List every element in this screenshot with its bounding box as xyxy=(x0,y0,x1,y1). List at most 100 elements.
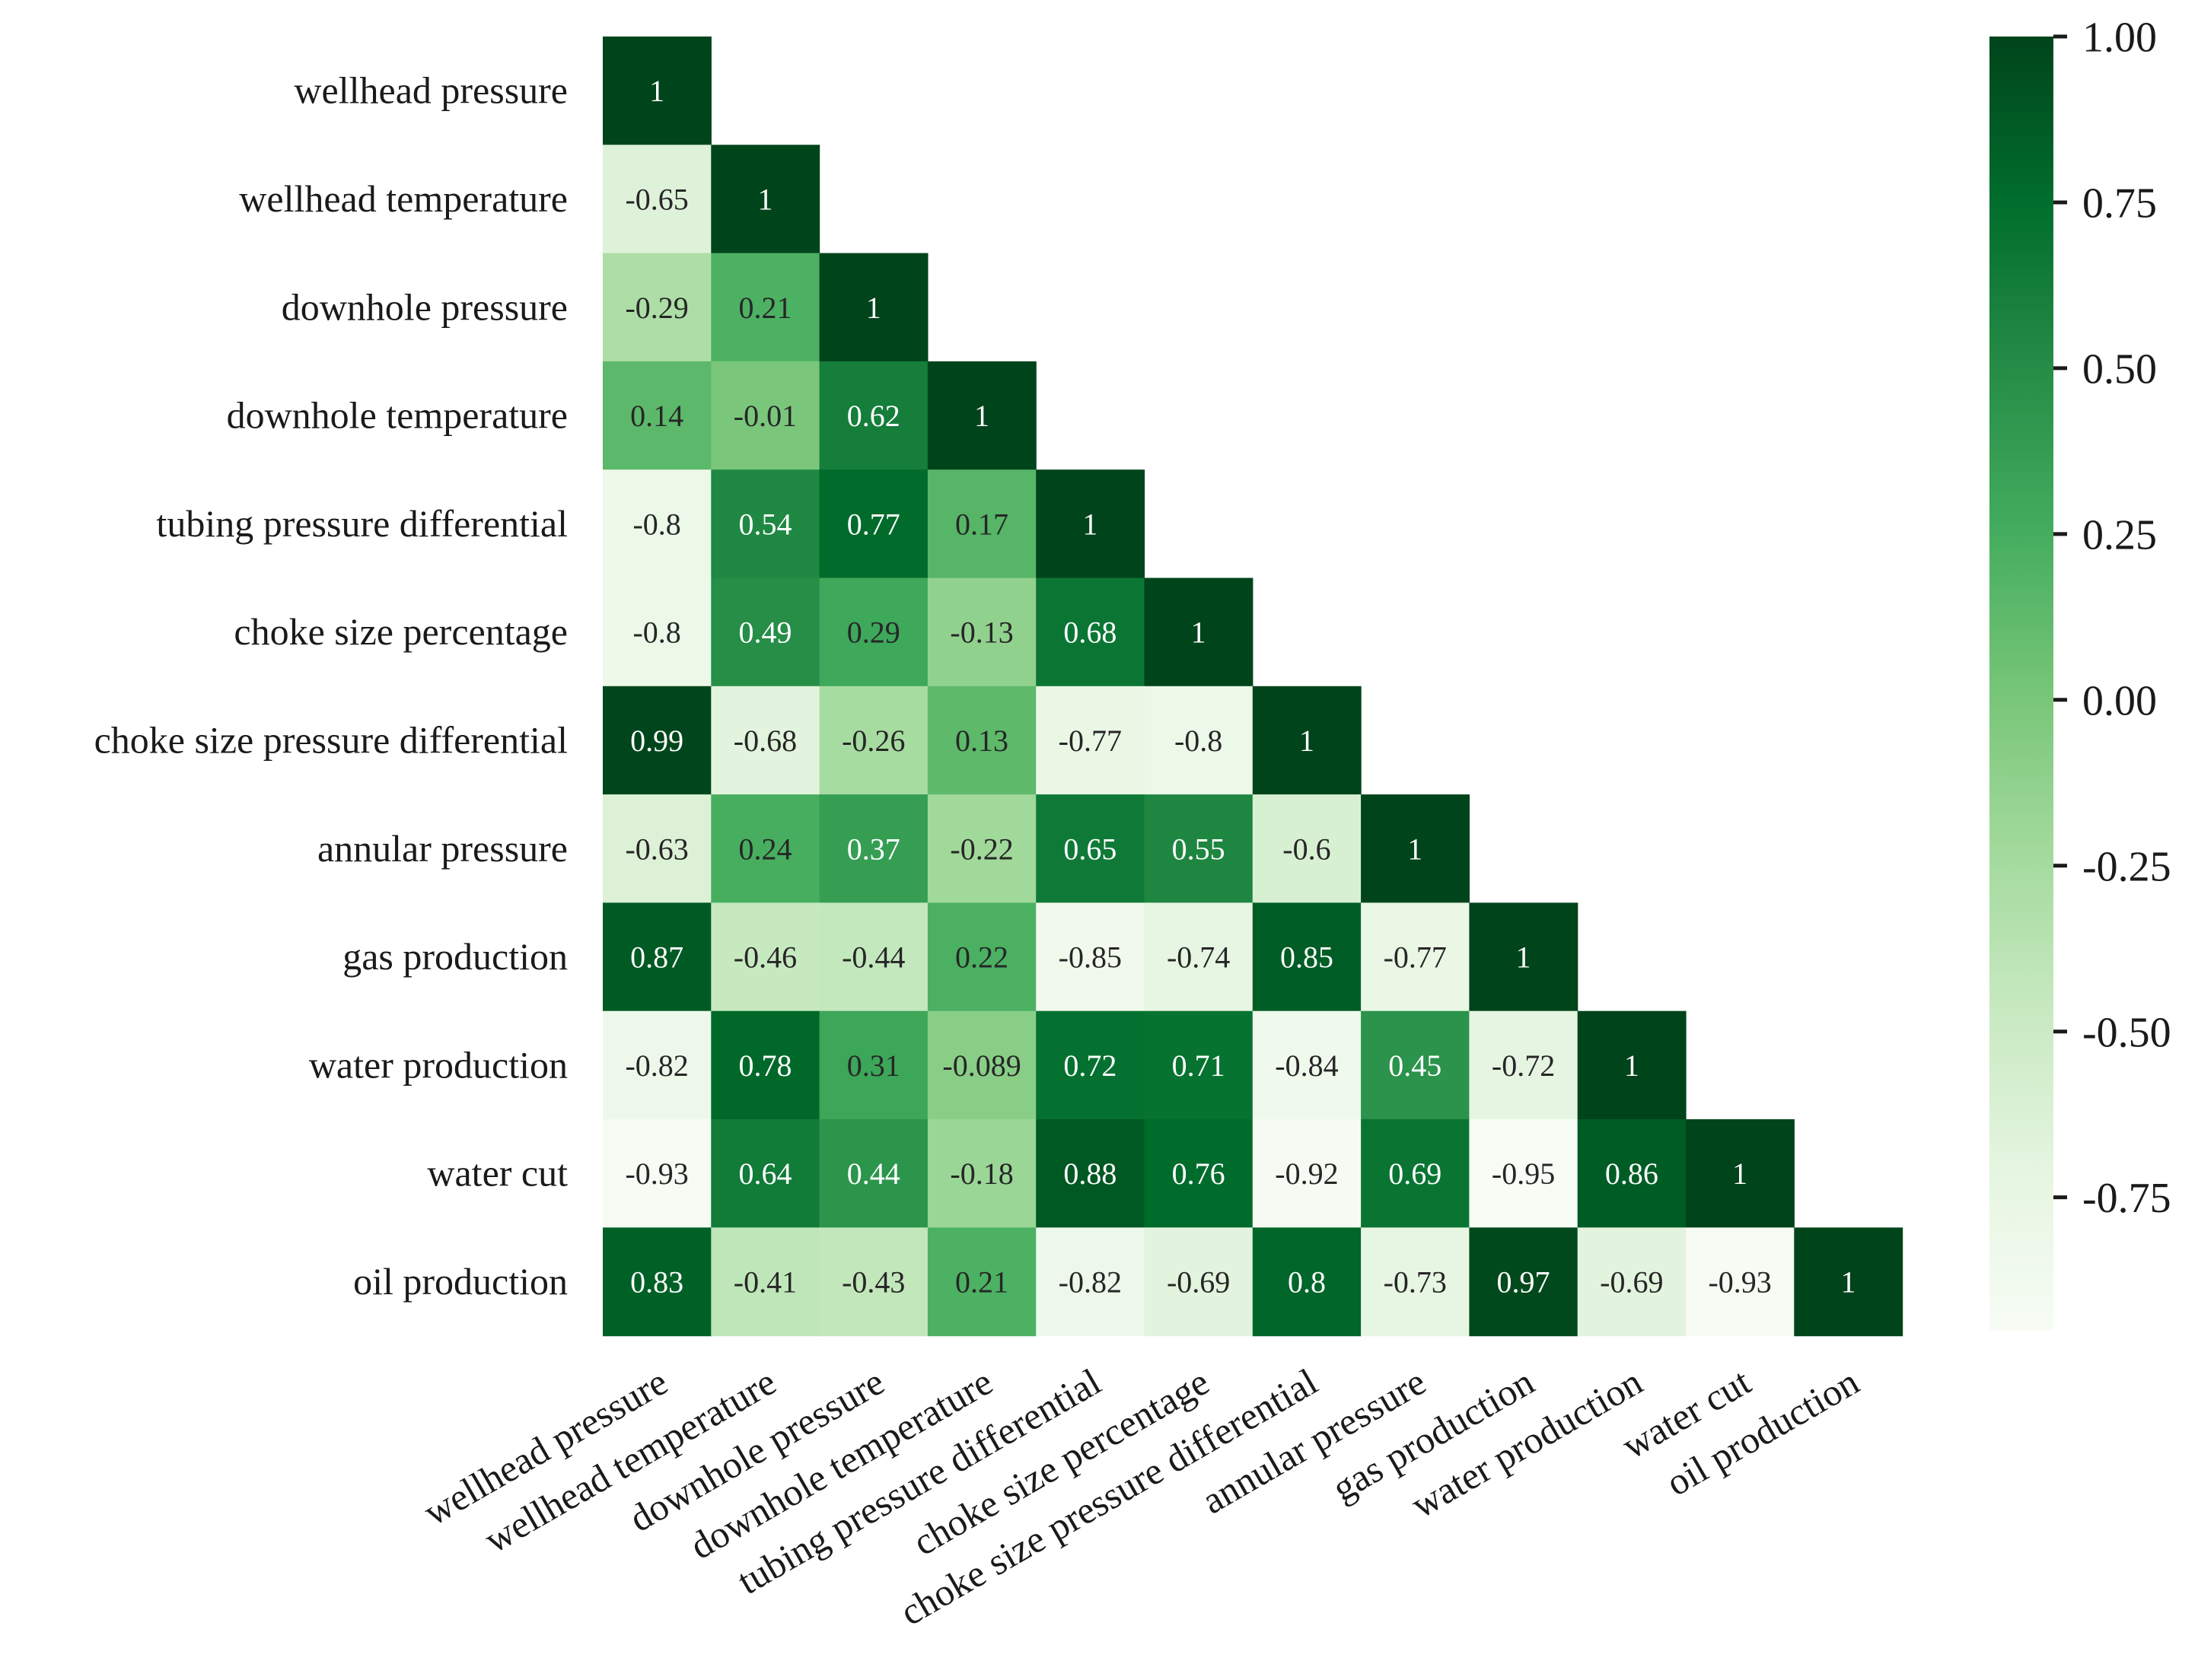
heatmap-cell-r10-c4 xyxy=(1036,1119,1145,1228)
cell-value-label: 0.83 xyxy=(630,1265,683,1299)
heatmap-cell-r10-c7 xyxy=(1361,1119,1470,1228)
cell-value-label: 0.69 xyxy=(1388,1157,1441,1191)
cell-value-label: -0.43 xyxy=(842,1265,905,1299)
heatmap-cell-r6-c0 xyxy=(603,686,712,795)
cell-value-label: -0.26 xyxy=(842,724,905,758)
row-label: choke size percentage xyxy=(234,610,568,653)
row-label: wellhead temperature xyxy=(239,177,568,220)
heatmap-cell-r8-c1 xyxy=(711,902,820,1012)
heatmap-cell-r10-c10 xyxy=(1686,1119,1795,1228)
row-label: downhole pressure xyxy=(282,285,568,328)
cell-value-label: 1 xyxy=(1082,507,1097,541)
cell-value-label: 0.54 xyxy=(738,507,792,541)
cell-value-label: 0.14 xyxy=(630,399,683,433)
heatmap-cell-r9-c9 xyxy=(1577,1010,1687,1120)
heatmap-cell-r2-c2 xyxy=(819,253,929,362)
heatmap-cell-r9-c2 xyxy=(819,1010,929,1120)
heatmap-cell-r3-c1 xyxy=(711,361,820,470)
heatmap-cell-r10-c2 xyxy=(819,1119,929,1228)
heatmap-cell-r6-c6 xyxy=(1252,686,1362,795)
cell-value-label: 0.76 xyxy=(1172,1157,1225,1191)
colorbar-tick-label: 0.50 xyxy=(2082,345,2157,393)
cell-value-label: 0.37 xyxy=(847,832,900,866)
heatmap-cell-r10-c1 xyxy=(711,1119,820,1228)
cell-value-label: -0.01 xyxy=(734,399,797,433)
cell-value-label: 0.8 xyxy=(1288,1265,1326,1299)
heatmap-cell-r7-c0 xyxy=(603,794,712,903)
cell-value-label: 0.68 xyxy=(1063,616,1117,650)
cell-value-label: -0.93 xyxy=(1708,1265,1771,1299)
heatmap-cell-r7-c3 xyxy=(927,794,1037,903)
heatmap-cell-r8-c2 xyxy=(819,902,929,1012)
cell-value-label: 1 xyxy=(649,74,664,108)
cell-value-label: 0.64 xyxy=(738,1157,792,1191)
cell-value-label: 0.62 xyxy=(847,399,900,433)
heatmap-cell-r9-c7 xyxy=(1361,1010,1470,1120)
cell-value-label: -0.73 xyxy=(1384,1265,1447,1299)
row-label: water production xyxy=(309,1043,568,1086)
heatmap-cell-r11-c11 xyxy=(1794,1227,1903,1337)
cell-value-label: -0.77 xyxy=(1059,724,1122,758)
cell-value-label: 0.97 xyxy=(1497,1265,1550,1299)
cell-value-label: -0.82 xyxy=(625,1048,688,1083)
cell-value-label: 0.85 xyxy=(1280,940,1333,975)
cell-value-label: 0.88 xyxy=(1063,1157,1117,1191)
heatmap-cell-r7-c7 xyxy=(1361,794,1470,903)
cell-value-label: -0.72 xyxy=(1492,1048,1555,1083)
cell-value-label: -0.8 xyxy=(632,616,680,650)
heatmap-cell-r11-c1 xyxy=(711,1227,820,1337)
cell-value-label: -0.13 xyxy=(950,616,1013,650)
cell-value-label: -0.089 xyxy=(942,1048,1021,1083)
heatmap-cell-r8-c5 xyxy=(1144,902,1253,1012)
cell-value-label: 0.45 xyxy=(1388,1048,1441,1083)
heatmap-cell-r3-c0 xyxy=(603,361,712,470)
heatmap-cell-r5-c2 xyxy=(819,578,929,687)
cell-value-label: 1 xyxy=(1840,1265,1856,1299)
cell-value-label: 1 xyxy=(1407,832,1422,866)
cell-value-label: 0.21 xyxy=(738,291,792,325)
heatmap-cell-r11-c4 xyxy=(1036,1227,1145,1337)
cell-value-label: -0.92 xyxy=(1275,1157,1338,1191)
heatmap-cells: 1 -0.65 1 -0.29 0.21 1 0.14 -0.01 0.62 1 -0.8 0.54 0… xyxy=(603,37,1903,1337)
cell-value-label: -0.69 xyxy=(1600,1265,1663,1299)
row-label: gas production xyxy=(342,935,568,978)
heatmap-cell-r8-c4 xyxy=(1036,902,1145,1012)
heatmap-cell-r4-c1 xyxy=(711,469,820,579)
cell-value-label: -0.95 xyxy=(1492,1157,1555,1191)
colorbar-tick-label: -0.50 xyxy=(2082,1009,2171,1056)
heatmap-cell-r9-c6 xyxy=(1252,1010,1362,1120)
colorbar-tick-label: 1.00 xyxy=(2082,14,2157,62)
colorbar-tick-label: 0.25 xyxy=(2082,511,2157,558)
heatmap-cell-r11-c5 xyxy=(1144,1227,1253,1337)
heatmap-cell-r6-c5 xyxy=(1144,686,1253,795)
cell-value-label: 0.99 xyxy=(630,724,683,758)
row-labels: wellhead pressure wellhead temperature dow… xyxy=(94,69,569,1303)
row-label: oil production xyxy=(353,1260,568,1303)
colorbar-gradient xyxy=(1989,37,2053,1330)
cell-value-label: 0.17 xyxy=(955,507,1008,541)
heatmap-cell-r2-c1 xyxy=(711,253,820,362)
cell-value-label: -0.65 xyxy=(625,182,688,216)
cell-value-label: 1 xyxy=(1624,1048,1639,1083)
cell-value-label: -0.44 xyxy=(842,940,905,975)
cell-value-label: -0.93 xyxy=(625,1157,688,1191)
heatmap-cell-r7-c6 xyxy=(1252,794,1362,903)
cell-value-label: -0.6 xyxy=(1282,832,1330,866)
cell-value-label: -0.74 xyxy=(1167,940,1230,975)
heatmap-cell-r9-c8 xyxy=(1469,1010,1578,1120)
heatmap-cell-r10-c5 xyxy=(1144,1119,1253,1228)
heatmap-cell-r9-c5 xyxy=(1144,1010,1253,1120)
cell-value-label: -0.63 xyxy=(625,832,688,866)
cell-value-label: 0.29 xyxy=(847,616,900,650)
heatmap-cell-r5-c5 xyxy=(1144,578,1253,687)
heatmap-cell-r8-c7 xyxy=(1361,902,1470,1012)
heatmap-cell-r6-c4 xyxy=(1036,686,1145,795)
heatmap-cell-r10-c0 xyxy=(603,1119,712,1228)
heatmap-cell-r5-c0 xyxy=(603,578,712,687)
cell-value-label: -0.85 xyxy=(1059,940,1122,975)
cell-value-label: 0.65 xyxy=(1063,832,1117,866)
cell-value-label: 1 xyxy=(1191,616,1206,650)
heatmap-cell-r11-c8 xyxy=(1469,1227,1578,1337)
heatmap-cell-r3-c2 xyxy=(819,361,929,470)
